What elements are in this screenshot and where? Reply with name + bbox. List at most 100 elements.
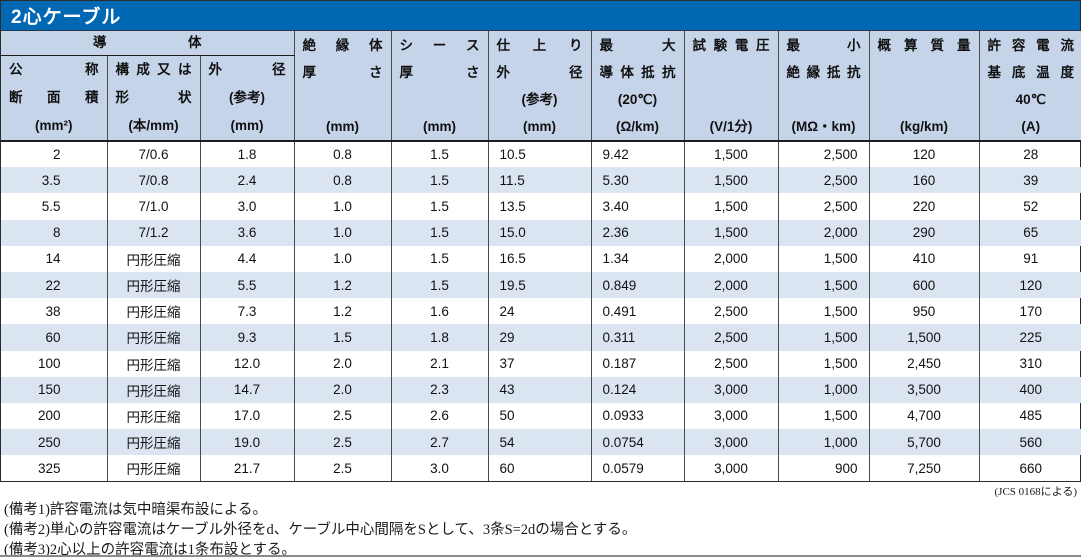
header-line bbox=[685, 86, 778, 113]
cable-spec-table-wrap: 2心ケーブル 導 体絶 縁 体厚 さ (mm) シ ー ス厚 さ (mm) 仕 上 り外… bbox=[0, 0, 1081, 483]
table-title-bar: 2心ケーブル bbox=[1, 1, 1080, 31]
table-cell-composition-or-shape: 円形圧縮 bbox=[106, 245, 200, 272]
remarks: (備考1)許容電流は気中暗渠布設による。 (備考2)単心の許容電流はケーブル外径… bbox=[0, 498, 1081, 557]
table-cell-composition-or-shape: 円形圧縮 bbox=[106, 376, 200, 403]
header-line: 試 験 電 圧 bbox=[692, 37, 770, 53]
table-cell-conductor-outer-diameter: 4.4 bbox=[199, 245, 295, 272]
table-cell-nominal-cross-section: 22 bbox=[45, 277, 61, 293]
table-cell-insulation-thickness: 1.0 bbox=[293, 193, 392, 220]
table-cell-nominal-cross-section: 60 bbox=[45, 329, 61, 345]
table-cell-composition-or-shape: 7/0.6 bbox=[106, 141, 200, 168]
table-cell-min-insulation-resistance: 1,000 bbox=[777, 376, 870, 403]
table-cell-composition-or-shape: 円形圧縮 bbox=[106, 429, 200, 456]
table-cell-composition-or-shape: 7/1.0 bbox=[106, 193, 200, 220]
table-cell-finished-outer-diameter: 29 bbox=[487, 324, 592, 351]
table-cell-sheath-thickness: 1.5 bbox=[390, 167, 489, 194]
table-cell-nominal-cross-section: 150 bbox=[37, 382, 61, 398]
table-cell-test-voltage: 1,500 bbox=[683, 219, 779, 246]
table-cell-allowable-current: 310 bbox=[978, 350, 1081, 377]
table-cell-allowable-current: 120 bbox=[978, 271, 1081, 299]
header-line: 構 成 又 は bbox=[115, 62, 192, 77]
table-row: 5.5 7/1.0 3.0 1.0 1.5 13.5 3.40 1,500 2,500 220 52 bbox=[1, 193, 1081, 220]
table-cell-min-insulation-resistance: 2,000 bbox=[777, 219, 870, 246]
header-line: 導 体 抵 抗 bbox=[599, 64, 676, 80]
table-row: 250 円形圧縮 19.0 2.5 2.7 54 0.0754 3,000 1,000 5,700… bbox=[1, 429, 1081, 456]
table-cell-finished-outer-diameter: 19.5 bbox=[487, 271, 592, 299]
table-cell-sheath-thickness: 2.3 bbox=[390, 376, 489, 403]
header-line: 許 容 電 流 bbox=[987, 37, 1075, 53]
header-line: (kg/km) bbox=[900, 118, 949, 134]
table-cell-test-voltage: 2,000 bbox=[683, 245, 779, 272]
spec-table-header: 導 体 絶 縁 体厚 さ (mm) シ ー ス厚 さ (mm) 仕 上 り外 径 (参考) (… bbox=[1, 31, 1081, 141]
table-cell-max-conductor-resistance: 0.491 bbox=[590, 298, 685, 325]
header-line: 最 小 bbox=[786, 37, 861, 53]
table-cell-allowable-current: 52 bbox=[978, 193, 1081, 220]
table-cell-min-insulation-resistance: 2,500 bbox=[777, 167, 870, 194]
table-cell-max-conductor-resistance: 0.187 bbox=[590, 350, 685, 377]
table-title: 2心ケーブル bbox=[11, 7, 122, 28]
spec-table: 導 体 絶 縁 体厚 さ (mm) シ ー ス厚 さ (mm) 仕 上 り外 径 (参考) (… bbox=[1, 31, 1081, 482]
header-line: (mm) bbox=[523, 118, 557, 134]
table-cell-conductor-outer-diameter: 9.3 bbox=[199, 324, 295, 351]
table-cell-finished-outer-diameter: 60 bbox=[487, 455, 592, 482]
column-header-conductor-outer-diameter: 外 径 (参考) (mm) bbox=[199, 55, 295, 141]
table-cell-allowable-current: 660 bbox=[978, 455, 1081, 482]
header-line: 形 状 bbox=[115, 90, 192, 105]
column-header-max-conductor-resistance: 最 大導 体 抵 抗 (20℃) (Ω/km) bbox=[590, 31, 685, 141]
table-cell-test-voltage: 2,000 bbox=[683, 271, 779, 299]
table-cell-max-conductor-resistance: 9.42 bbox=[590, 141, 685, 168]
header-line: 厚 さ bbox=[399, 64, 480, 80]
remark-note-2: (備考2)単心の許容電流はケーブル外径をd、ケーブル中心間隔をSとして、3条S=… bbox=[4, 522, 637, 539]
column-header-sheath-thickness: シ ー ス厚 さ (mm) bbox=[390, 31, 489, 141]
table-cell-composition-or-shape: 円形圧縮 bbox=[106, 455, 200, 482]
table-cell-max-conductor-resistance: 2.36 bbox=[590, 219, 685, 246]
header-line: 絶 縁 体 bbox=[302, 37, 383, 53]
table-cell-test-voltage: 3,000 bbox=[683, 376, 779, 403]
table-cell-test-voltage: 3,000 bbox=[683, 429, 779, 456]
table-cell-min-insulation-resistance: 2,500 bbox=[777, 141, 870, 168]
table-cell-approx-mass: 2,450 bbox=[868, 350, 980, 377]
table-row: 150 円形圧縮 14.7 2.0 2.3 43 0.124 3,000 1,000 3,500 4… bbox=[1, 376, 1081, 403]
header-line bbox=[779, 86, 869, 113]
header-line: 仕 上 り bbox=[496, 37, 583, 53]
table-cell-conductor-outer-diameter: 14.7 bbox=[199, 376, 295, 403]
table-cell-sheath-thickness: 1.5 bbox=[390, 219, 489, 246]
table-cell-finished-outer-diameter: 11.5 bbox=[487, 167, 592, 194]
column-header-min-insulation-resistance: 最 小絶 縁 抵 抗 (MΩ・km) bbox=[777, 31, 870, 141]
table-cell-insulation-thickness: 1.0 bbox=[293, 245, 392, 272]
column-header-finished-outer-diameter: 仕 上 り外 径 (参考) (mm) bbox=[487, 31, 592, 141]
table-cell-allowable-current: 485 bbox=[978, 402, 1081, 430]
table-cell-insulation-thickness: 0.8 bbox=[293, 141, 392, 168]
table-cell-max-conductor-resistance: 1.34 bbox=[590, 245, 685, 272]
header-line: 最 大 bbox=[599, 37, 676, 53]
table-cell-sheath-thickness: 1.5 bbox=[390, 193, 489, 220]
column-header-allowable-current: 許 容 電 流基 底 温 度 40℃ (A) bbox=[978, 31, 1081, 141]
table-cell-nominal-cross-section: 38 bbox=[45, 303, 61, 319]
table-cell-composition-or-shape: 円形圧縮 bbox=[106, 402, 200, 430]
header-line: 厚 さ bbox=[302, 64, 383, 80]
table-cell-composition-or-shape: 円形圧縮 bbox=[106, 298, 200, 325]
table-cell-composition-or-shape: 7/1.2 bbox=[106, 219, 200, 246]
remark-note-3: (備考3)2心以上の許容電流は1条布設とする。 bbox=[4, 542, 296, 557]
header-line: (A) bbox=[1021, 118, 1041, 134]
table-cell-conductor-outer-diameter: 3.6 bbox=[199, 219, 295, 246]
spec-table-body: 2 7/0.6 1.8 0.8 1.5 10.5 9.42 1,500 2,500 120 28 3.… bbox=[1, 141, 1081, 482]
table-cell-sheath-thickness: 2.1 bbox=[390, 350, 489, 377]
table-cell-sheath-thickness: 1.5 bbox=[390, 141, 489, 168]
table-cell-insulation-thickness: 1.2 bbox=[293, 298, 392, 325]
table-cell-min-insulation-resistance: 2,500 bbox=[777, 193, 870, 220]
table-cell-conductor-outer-diameter: 7.3 bbox=[199, 298, 295, 325]
table-cell-min-insulation-resistance: 900 bbox=[777, 455, 870, 482]
header-line: (参考) bbox=[229, 90, 265, 105]
header-line: (mm) bbox=[326, 118, 360, 134]
header-line: シ ー ス bbox=[399, 37, 480, 53]
table-cell-finished-outer-diameter: 13.5 bbox=[487, 193, 592, 220]
table-cell-approx-mass: 7,250 bbox=[868, 455, 980, 482]
table-cell-min-insulation-resistance: 1,500 bbox=[777, 271, 870, 299]
header-line bbox=[685, 59, 778, 86]
table-cell-min-insulation-resistance: 1,500 bbox=[777, 245, 870, 272]
table-cell-nominal-cross-section: 5.5 bbox=[41, 198, 61, 214]
column-header-approx-mass: 概 算 質 量 (kg/km) bbox=[868, 31, 980, 141]
group-header-label: 導 体 bbox=[93, 35, 202, 50]
table-cell-max-conductor-resistance: 0.124 bbox=[590, 376, 685, 403]
